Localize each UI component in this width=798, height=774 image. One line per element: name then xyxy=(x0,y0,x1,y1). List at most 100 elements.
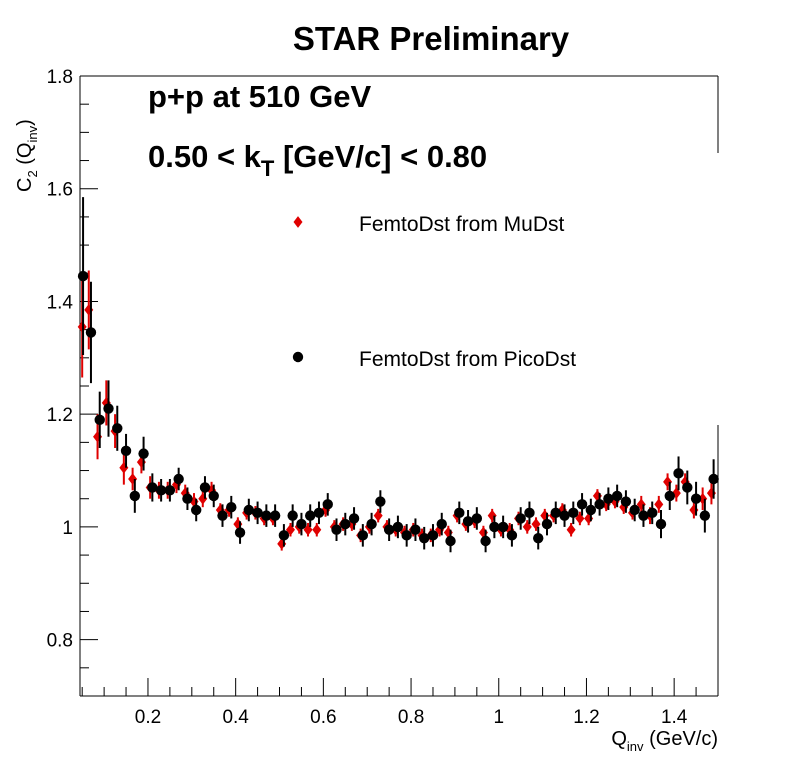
data-point xyxy=(243,504,255,516)
data-point xyxy=(540,509,550,522)
data-point xyxy=(93,430,103,443)
data-point xyxy=(708,473,719,485)
data-point xyxy=(497,521,509,533)
data-point xyxy=(620,496,632,507)
x-tick-label: 1.2 xyxy=(573,707,599,728)
series-mudst xyxy=(77,270,716,551)
data-point xyxy=(357,530,369,541)
data-point xyxy=(138,448,149,459)
data-point xyxy=(629,504,640,516)
y-tick-label: 1.4 xyxy=(47,292,74,313)
data-point xyxy=(207,484,217,497)
data-point xyxy=(462,516,474,527)
data-point xyxy=(655,518,667,530)
legend-label-picodst: FemtoDst from PicoDst xyxy=(359,348,576,371)
legend-label-mudst: FemtoDst from MuDst xyxy=(359,213,565,236)
y-axis-title: C2 (Qinv) xyxy=(14,119,40,192)
y-axis: 0.8 1 1.2 1.4 1.6 1.8 xyxy=(47,67,98,697)
data-point xyxy=(410,524,421,535)
data-point xyxy=(699,510,711,521)
data-point xyxy=(471,513,483,524)
data-point xyxy=(401,530,412,541)
legend-marker-picodst xyxy=(292,351,304,363)
data-point xyxy=(392,521,404,533)
data-point xyxy=(603,493,614,504)
y-tick-label: 1 xyxy=(62,518,73,539)
data-point xyxy=(103,403,114,414)
y-tick-label: 1.2 xyxy=(47,405,73,426)
legend: FemtoDst from MuDst FemtoDst from PicoDs… xyxy=(292,213,576,371)
data-point xyxy=(541,518,553,530)
data-point xyxy=(84,304,94,316)
data-point xyxy=(654,498,664,511)
data-point xyxy=(489,521,500,533)
data-point xyxy=(101,397,111,409)
data-point xyxy=(594,499,605,510)
legend-marker-mudst xyxy=(293,216,303,228)
x-tick-label: 0.6 xyxy=(310,707,336,728)
data-point xyxy=(348,513,360,524)
data-point xyxy=(673,468,684,479)
y-tick-label: 1.8 xyxy=(47,67,73,88)
data-point xyxy=(533,532,544,544)
data-point xyxy=(180,487,190,499)
data-point xyxy=(77,270,89,282)
data-point xyxy=(269,510,281,521)
data-point xyxy=(287,510,298,521)
data-point xyxy=(313,507,325,519)
data-point xyxy=(690,493,702,504)
data-point xyxy=(638,510,649,521)
data-point xyxy=(226,501,237,513)
chart-title: STAR Preliminary xyxy=(293,20,570,57)
x-tick-label: 0.4 xyxy=(222,707,249,728)
data-point xyxy=(252,507,263,519)
data-point xyxy=(198,492,208,505)
data-point xyxy=(331,524,342,535)
data-point xyxy=(419,532,430,544)
data-point xyxy=(522,521,532,533)
data-point xyxy=(164,485,176,496)
data-point xyxy=(576,499,588,510)
data-point xyxy=(296,518,307,530)
data-point xyxy=(436,518,447,530)
data-point xyxy=(136,456,146,468)
data-point xyxy=(515,513,526,524)
data-point xyxy=(383,524,395,535)
data-point xyxy=(682,482,693,493)
data-point xyxy=(647,507,658,519)
data-point xyxy=(120,445,132,457)
data-point xyxy=(112,423,123,434)
data-point xyxy=(217,510,228,521)
x-tick-label: 0.8 xyxy=(398,707,424,728)
data-point xyxy=(312,523,322,536)
data-point xyxy=(199,482,211,493)
data-point xyxy=(278,530,290,541)
data-point xyxy=(375,496,386,507)
data-point xyxy=(366,518,377,530)
data-point xyxy=(173,473,184,485)
data-point xyxy=(305,510,316,521)
data-point xyxy=(454,507,465,519)
annotation-kt: 0.50 < kT [GeV/c] < 0.80 xyxy=(148,139,487,181)
x-axis-title: Qinv (GeV/c) xyxy=(611,728,718,754)
data-point xyxy=(147,482,158,493)
data-point xyxy=(427,530,439,541)
data-point xyxy=(303,523,313,536)
data-point xyxy=(524,507,535,519)
y-tick-label: 0.8 xyxy=(47,631,73,652)
data-point xyxy=(445,535,456,547)
x-tick-label: 1 xyxy=(493,707,504,728)
data-point xyxy=(559,510,570,521)
data-point xyxy=(487,509,497,522)
data-point xyxy=(261,510,272,521)
data-point xyxy=(155,485,167,496)
data-point xyxy=(480,535,491,547)
data-point xyxy=(129,490,141,502)
data-point xyxy=(698,492,708,505)
data-point xyxy=(585,504,597,516)
data-point xyxy=(664,490,675,502)
series-picodst xyxy=(77,197,719,553)
data-point xyxy=(233,518,243,530)
data-point xyxy=(671,487,681,499)
